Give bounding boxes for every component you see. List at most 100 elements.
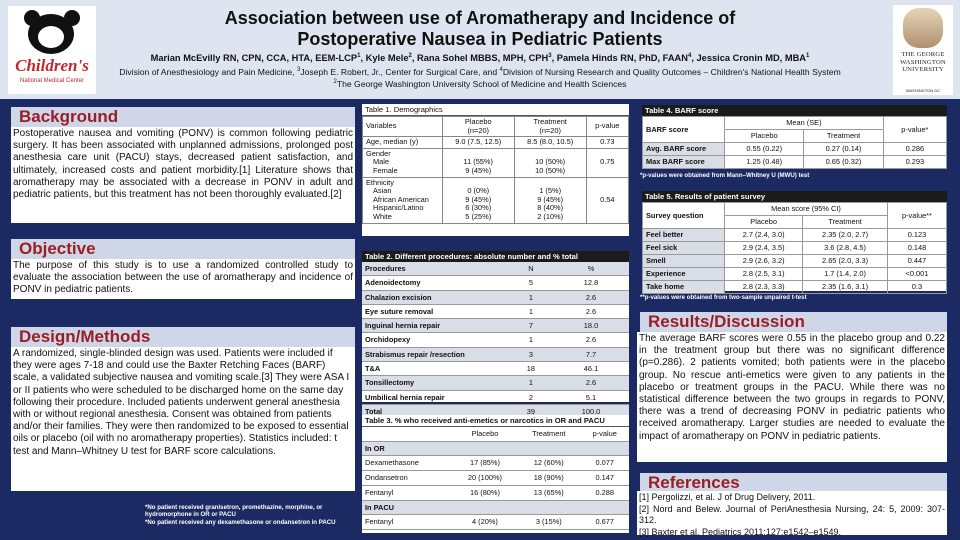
- header-placebo-n: (n=20): [467, 125, 490, 135]
- table-cell: 0.147: [580, 470, 629, 486]
- cell-value: 5 (25%): [465, 211, 492, 221]
- table-cell: Tonsillectomy: [362, 375, 509, 391]
- gwu-logo: THE GEORGE WASHINGTON UNIVERSITY WASHING…: [893, 5, 953, 95]
- column-header: %: [552, 262, 629, 277]
- author-affil-sup: 4: [687, 52, 692, 59]
- table-cell: 0.3: [886, 280, 948, 294]
- table-5-caption: Table 5. Results of patient survey: [642, 191, 947, 202]
- author-name: Marian McEvilly RN, CPN, CCA, HTA, EEM-L…: [150, 53, 358, 63]
- table-row: Fentanyl 4 (20%) 3 (15%) 0.677: [362, 514, 629, 530]
- reference-item: [1] Pergolizzi, et al. J of Drug Deliver…: [639, 492, 816, 502]
- affil-sup: 3: [296, 67, 301, 74]
- table-cell: 0.73: [585, 136, 630, 149]
- table-cell: 1.7 (1.4, 2.0): [802, 267, 888, 281]
- table-cell: 2.35 (2.0, 2.7): [802, 228, 888, 242]
- table-cell: 1: [508, 304, 553, 320]
- table-cell: 5: [508, 275, 553, 291]
- row-sub-label: White: [373, 211, 392, 221]
- table-cell: 2.35 (1.6, 3.1): [802, 280, 888, 294]
- table-cell: Fentanyl: [362, 514, 453, 530]
- table-header-row: Procedures N %: [362, 262, 629, 277]
- table-cell: Adenoidectomy: [362, 275, 509, 291]
- column-header: p-value*: [882, 116, 948, 143]
- table-cell: 1.25 (0.48): [724, 155, 805, 169]
- table-cell: Take home: [641, 280, 726, 294]
- affiliation-text: Division of Anesthesiology and Pain Medi…: [119, 67, 297, 77]
- table-subheader-row: In PACU: [362, 500, 629, 516]
- childrens-national-logo: Children's National Medical Center: [8, 6, 96, 94]
- poster-header: Children's National Medical Center Assoc…: [0, 0, 960, 99]
- table-cell: 17 (85%): [452, 455, 518, 472]
- cell-value: 9 (45%): [537, 194, 564, 204]
- table-cell: 2.7 (2.4, 3.0): [724, 228, 804, 242]
- results-text: The average BARF scores were 0.55 in the…: [637, 332, 947, 462]
- table-cell: 0.54: [585, 176, 630, 224]
- table-row: Take home 2.8 (2.3, 3.3) 2.35 (1.6, 3.1) 0.…: [641, 280, 948, 294]
- antiemetics-table: Placebo Treatment p-value In OR Dexameth…: [362, 427, 629, 530]
- table-cell: Avg. BARF score: [641, 142, 726, 156]
- table-row: Tonsillectomy 1 2.6: [362, 375, 629, 391]
- childrens-logo-word: Children's: [15, 56, 89, 75]
- column-header: Treatment: [517, 427, 581, 442]
- table-cell: 20 (100%): [452, 470, 518, 486]
- row-sub-label: Male: [373, 157, 390, 167]
- methods-text: A randomized, single-blinded design was …: [11, 347, 355, 491]
- table-5-survey: Table 5. Results of patient survey Surve…: [641, 191, 948, 294]
- table-row: Fentanyl 16 (80%) 13 (65%) 0.288: [362, 485, 629, 501]
- table-cell: 2.9 (2.4, 3.5): [724, 241, 804, 255]
- childrens-logo-subtitle: National Medical Center: [19, 78, 85, 84]
- table-cell: 2: [508, 390, 553, 405]
- table-row: Dexamethasone 17 (85%) 12 (60%) 0.077: [362, 455, 629, 472]
- table-cell: Experience: [641, 267, 726, 281]
- row-group-label: Ethnicity: [366, 177, 394, 187]
- gwu-logo-line: WASHINGTON: [900, 58, 946, 66]
- table-cell: 9.0 (7.5, 12.5): [441, 136, 515, 149]
- table-cell: 1: [508, 332, 553, 348]
- table-3-footnotes: *No patient received granisetron, promet…: [145, 504, 360, 526]
- cell-value: 9 (45%): [465, 165, 492, 175]
- table-cell: 8.5 (8.0, 10.5): [513, 136, 587, 149]
- affiliation-text: Joseph E. Robert, Jr., Center for Surgic…: [300, 67, 500, 77]
- table-cell: 2.65 (2.0, 3.3): [802, 254, 888, 268]
- cell-value: 0 (0%): [467, 186, 490, 196]
- bear-face-icon: [38, 26, 64, 48]
- table-cell: 2.6: [552, 332, 629, 348]
- table-row: Experience 2.8 (2.5, 3.1) 1.7 (1.4, 2.0) <0…: [641, 267, 948, 281]
- footnote: *No patient received any dexamethasone o…: [145, 518, 336, 526]
- row-sub-label: Asian: [373, 186, 392, 196]
- table-cell: 46.1: [552, 361, 629, 377]
- table-subheader: In PACU: [362, 500, 629, 516]
- table-cell: <0.001: [886, 267, 948, 281]
- cell-value: 6 (30%): [465, 203, 492, 213]
- table-1-demographics: Table 1. Demographics Variables Placebo(…: [362, 104, 630, 236]
- column-header: Placebo: [724, 215, 804, 229]
- gwu-logo-line: UNIVERSITY: [902, 66, 944, 73]
- row-sub-label: African American: [373, 194, 429, 204]
- header-treatment-label: Treatment: [533, 117, 567, 126]
- table-row: Chalazion excision 1 2.6: [362, 290, 629, 305]
- table-row: Eye suture removal 1 2.6: [362, 304, 629, 320]
- table-cell: Ondansetron: [362, 470, 453, 486]
- header-treatment-n: (n=20): [539, 125, 561, 135]
- table-2-procedures: Table 2. Different procedures: absolute …: [362, 251, 629, 420]
- table-cell: 2.6: [552, 375, 629, 391]
- cell-value: 1 (5%): [539, 186, 562, 196]
- table-row: Age, median (y) 9.0 (7.5, 12.5) 8.5 (8.0…: [362, 136, 630, 149]
- table-row: Max BARF score 1.25 (0.48) 0.65 (0.32) 0.29…: [641, 155, 948, 169]
- cell-value: 10 (50%): [535, 157, 566, 167]
- background-text: Postoperative nausea and vomiting (PONV)…: [11, 127, 355, 223]
- objective-heading: Objective: [11, 239, 355, 259]
- table-cell: Inguinal hernia repair: [362, 318, 509, 334]
- table-cell: 10 (50%) 10 (50%): [513, 147, 587, 178]
- author-name: Kyle Mele: [365, 53, 409, 63]
- table-cell: Max BARF score: [641, 155, 726, 169]
- table-cell: 12 (60%): [517, 455, 581, 472]
- footnote: *No patient received granisetron, promet…: [145, 504, 323, 519]
- table-cell: Feel sick: [641, 241, 726, 255]
- table-cell: Umbilical hernia repair: [362, 390, 509, 405]
- table-cell: Age, median (y): [362, 136, 443, 149]
- table-header-row: BARF score Mean (SE) p-value*: [641, 116, 948, 143]
- table-cell: 0.677: [580, 514, 629, 530]
- table-row: T&A 18 46.1: [362, 361, 629, 377]
- table-header-row: Placebo Treatment p-value: [362, 427, 629, 442]
